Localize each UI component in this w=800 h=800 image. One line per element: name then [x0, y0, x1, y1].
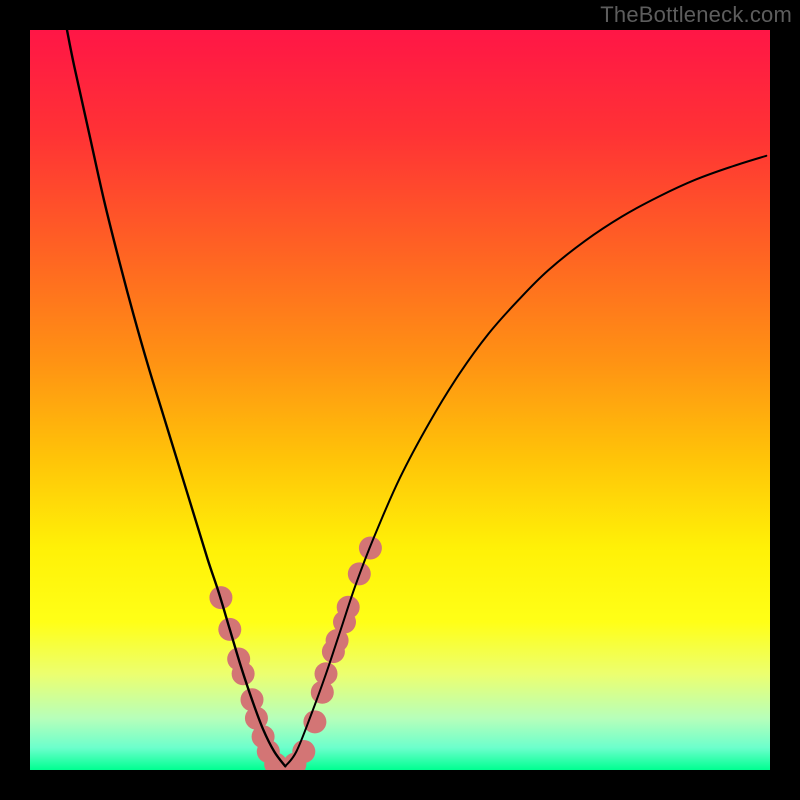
watermark-text: TheBottleneck.com: [600, 2, 792, 28]
chart-stage: TheBottleneck.com: [0, 0, 800, 800]
bottleneck-curve-chart: [0, 0, 800, 800]
gradient-plot-area: [30, 30, 770, 770]
marker-dot: [303, 710, 326, 733]
